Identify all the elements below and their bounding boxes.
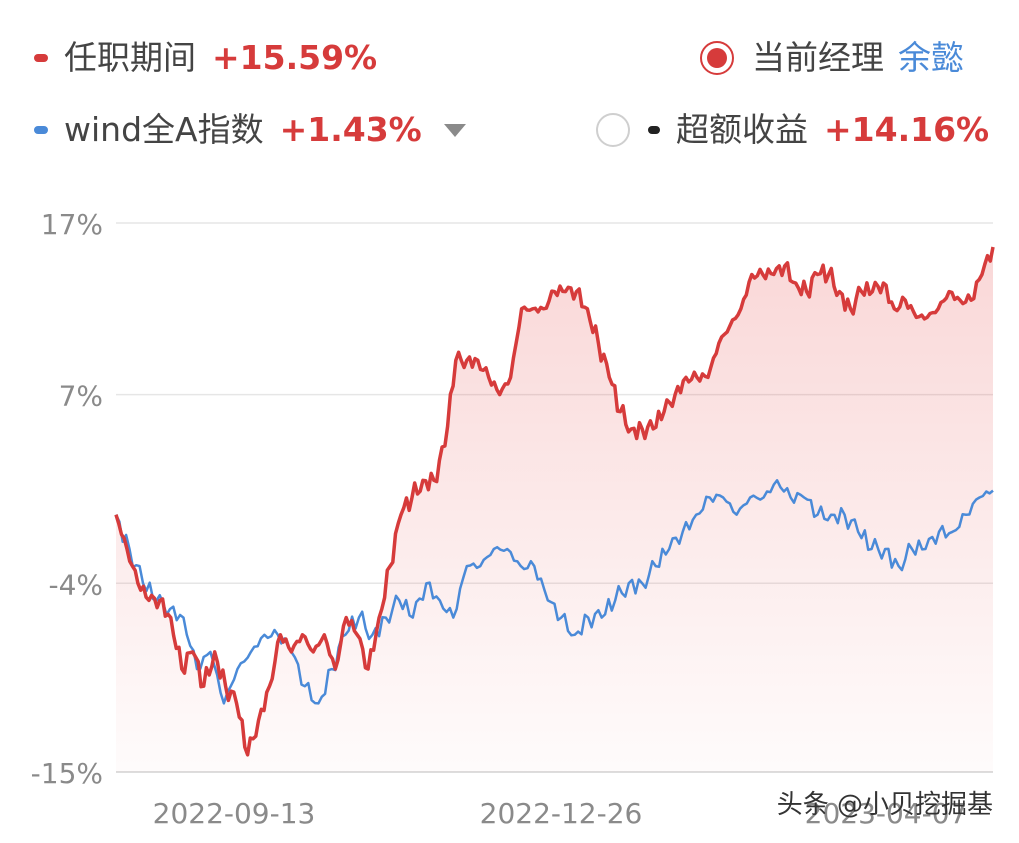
legend-current-manager[interactable]: 当前经理 余懿 <box>700 38 964 78</box>
index-value: +1.43% <box>279 110 422 149</box>
tenure-label: 任职期间 <box>64 38 196 77</box>
index-label: wind全A指数 <box>64 110 264 149</box>
radio-unselected-icon[interactable] <box>596 113 630 147</box>
x-tick-label: 2022-09-13 <box>153 797 316 830</box>
index-dot-icon <box>34 126 48 134</box>
x-tick-label: 2023-04-07 <box>805 797 968 830</box>
radio-selected-icon[interactable] <box>700 41 734 75</box>
x-tick-label: 2022-12-26 <box>480 797 643 830</box>
y-tick-label: 17% <box>41 208 103 241</box>
manager-name-link[interactable]: 余懿 <box>898 38 964 77</box>
legend-tenure[interactable]: 任职期间 +15.59% <box>34 38 377 78</box>
excess-value: +14.16% <box>824 110 990 149</box>
current-manager-label: 当前经理 <box>752 38 884 77</box>
legend-index[interactable]: wind全A指数 +1.43% <box>34 110 466 150</box>
legend-excess[interactable]: 超额收益 +14.16% <box>596 110 989 150</box>
y-tick-label: 7% <box>59 380 103 413</box>
series-line-index <box>114 479 994 705</box>
tenure-value: +15.59% <box>212 38 378 77</box>
tenure-dot-icon <box>34 54 48 62</box>
watermark: 头条 @小贝挖掘基 <box>776 790 993 820</box>
y-tick-label: -4% <box>48 568 103 601</box>
dropdown-caret-icon[interactable] <box>443 123 466 137</box>
excess-label: 超额收益 <box>676 110 808 149</box>
excess-dot-icon <box>648 126 660 134</box>
tenure-area <box>116 247 993 772</box>
y-tick-label: -15% <box>31 757 103 790</box>
series-line-tenure <box>114 246 995 757</box>
